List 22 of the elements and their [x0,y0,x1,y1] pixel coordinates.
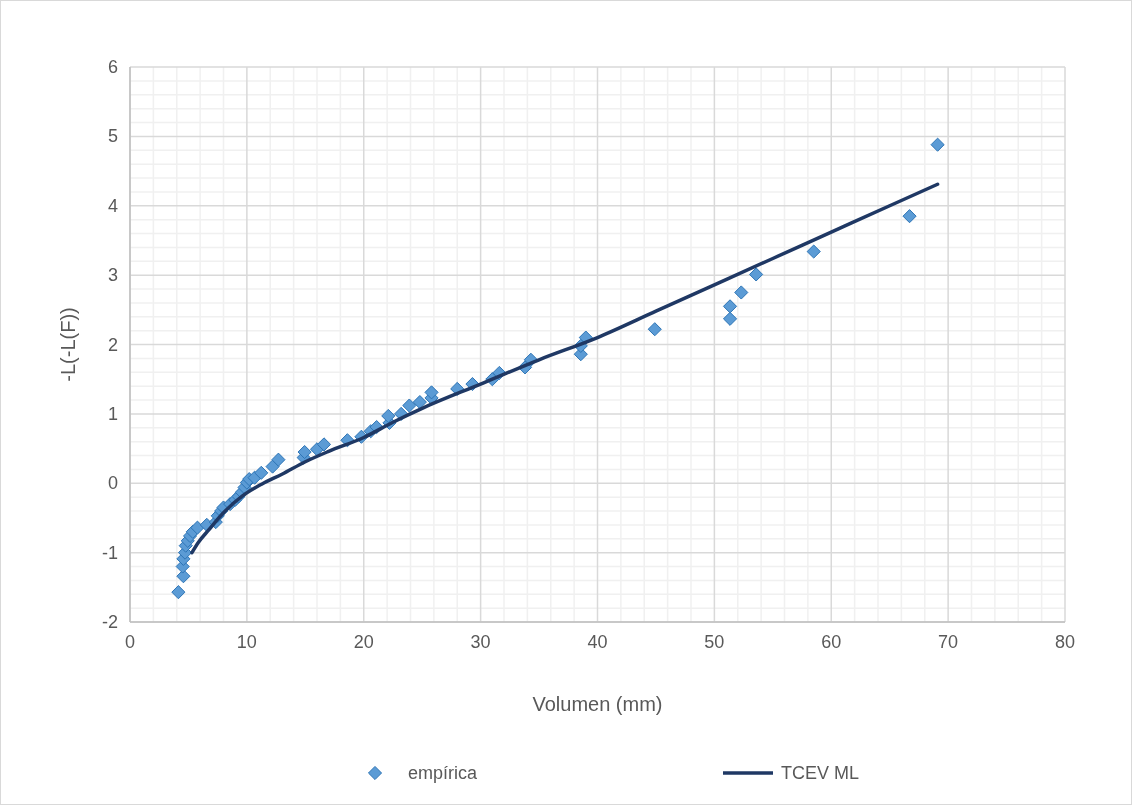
x-tick-label: 30 [470,632,491,652]
x-tick-label: 40 [587,632,608,652]
x-tick-label: 80 [1054,632,1076,652]
y-tick-label: -1 [101,542,118,563]
y-tick-label: 5 [107,126,118,147]
x-tick-label: 10 [236,632,257,652]
x-tick-label: 20 [353,632,374,652]
x-tick-label: 60 [821,632,842,652]
x-axis-title: Volumen (mm) [532,693,663,715]
x-tick-label: 50 [704,632,725,652]
y-tick-label: 2 [107,334,118,355]
y-tick-label: 3 [107,265,118,286]
legend-label: empírica [408,763,479,783]
y-tick-label: 4 [107,195,118,216]
y-tick-label: 1 [107,403,118,424]
y-axis-title: -L(-L(F)) [57,307,79,382]
y-tick-label: 0 [107,473,118,494]
y-tick-label: 6 [107,57,118,77]
legend-label: TCEV ML [781,763,860,783]
y-tick-label: -2 [101,612,118,632]
x-tick-label: 70 [938,632,959,652]
x-tick-label: 0 [124,632,136,652]
